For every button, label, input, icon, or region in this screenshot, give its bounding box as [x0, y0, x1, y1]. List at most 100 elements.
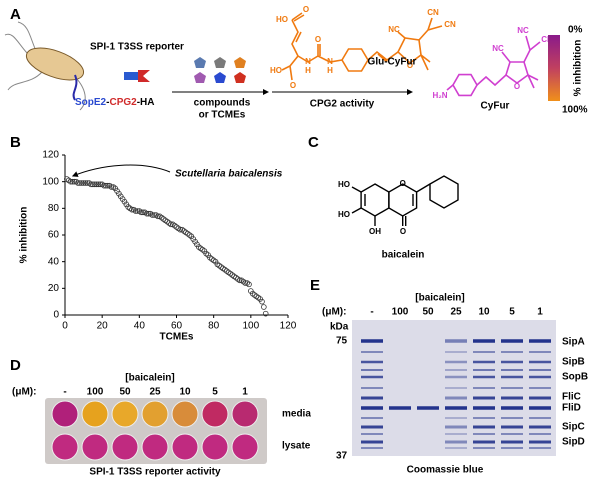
gel-band [445, 433, 467, 435]
caption: Coomassie blue [407, 465, 484, 476]
gel-band [501, 406, 523, 410]
dose-title: [baicalein] [125, 373, 174, 384]
dose-label: 5 [509, 307, 515, 318]
data-point [104, 182, 111, 189]
data-point [246, 281, 252, 288]
atom-label: O [407, 61, 413, 70]
gel-band [473, 396, 495, 400]
x-tick-label: 20 [97, 321, 109, 332]
data-point [90, 181, 96, 188]
data-point [108, 184, 115, 190]
well [111, 400, 139, 428]
bacterium [4, 21, 150, 111]
construct-part: - [106, 97, 109, 108]
band-label: SipA [562, 337, 585, 348]
data-point [138, 209, 144, 216]
data-point [80, 180, 87, 186]
atom-label: HO [270, 66, 282, 75]
well [171, 400, 199, 428]
gel-band [501, 425, 523, 429]
dose-label: 25 [450, 307, 462, 318]
gel-band [473, 351, 495, 353]
atom-label: NC [492, 44, 504, 53]
cyfur-structure [446, 35, 541, 97]
well [81, 433, 109, 461]
well [81, 400, 109, 428]
atom-label: OH [369, 227, 381, 236]
scatter-chart: 0 20 40 60 80 100 120 0 20 40 60 80 100 120 TCMEs % inh… [19, 150, 297, 343]
x-tick-label: 120 [280, 321, 297, 332]
annotation: Scutellaria baicalensis [175, 169, 283, 180]
dose-label: 1 [242, 387, 248, 398]
gel-band [501, 339, 523, 343]
gel-band [445, 447, 467, 449]
atom-label: O [514, 82, 520, 91]
atom-label: HO [276, 15, 288, 24]
data-point [155, 213, 161, 220]
atom-label: O [400, 227, 406, 236]
atom-label: O [290, 81, 296, 90]
y-tick-label: 0 [53, 310, 59, 321]
atom-label: H₂N [432, 91, 447, 100]
reporter-label: SPI-1 T3SS reporter [90, 42, 184, 53]
data-point [77, 180, 83, 186]
caption: SPI-1 T3SS reporter activity [89, 467, 221, 478]
data-point [103, 182, 109, 189]
data-point [82, 180, 89, 186]
kda-label: kDa [330, 322, 349, 333]
atom-label: N [327, 57, 333, 66]
panel-label: C [308, 134, 319, 151]
atom-label: H [327, 66, 333, 75]
gel-band [501, 387, 523, 389]
gel-band [361, 339, 383, 343]
gel-band [361, 440, 383, 444]
data-point [69, 178, 76, 185]
construct-label: SopE2-CPG2-HA [75, 97, 154, 108]
gel-band [361, 396, 383, 400]
x-tick-label: 60 [171, 321, 183, 332]
dose-label: - [63, 387, 66, 398]
dose-label: 25 [149, 387, 161, 398]
panel-label: E [310, 277, 320, 294]
substrate-label: Glu-CyFur [368, 57, 417, 68]
gel-band [473, 425, 495, 429]
gel-band [529, 433, 551, 435]
gel-band [445, 425, 467, 429]
baicalein-structure [351, 175, 459, 226]
data-point [75, 180, 81, 186]
gel-band [389, 406, 411, 410]
data-point [97, 181, 104, 188]
gel-band [361, 375, 383, 379]
dose-label: 10 [179, 387, 191, 398]
atom-label: NC [388, 25, 400, 34]
atom-label: HO [338, 210, 350, 219]
gel-band [361, 360, 383, 364]
gel-band [529, 387, 551, 389]
band-label: SipB [562, 357, 585, 368]
gel-band [501, 360, 523, 364]
gel-band [361, 433, 383, 435]
data-point [134, 208, 141, 214]
panel-label: A [10, 6, 21, 23]
gel-band [361, 417, 383, 419]
well [141, 433, 169, 461]
compounds-label: compounds [194, 98, 251, 109]
data-point [84, 180, 91, 186]
gel-band [361, 369, 383, 371]
gel-band [445, 369, 467, 371]
atom-label: O [303, 5, 309, 14]
scale-top: 0% [568, 25, 583, 36]
data-point [259, 298, 265, 305]
activity-label: CPG2 activity [310, 99, 375, 110]
y-tick-label: 80 [48, 203, 60, 214]
atom-label: CN [427, 8, 439, 17]
dose-label: 10 [478, 307, 490, 318]
gel-band [361, 351, 383, 353]
gel-band [445, 360, 467, 364]
gel-band [445, 396, 467, 400]
data-point [71, 178, 78, 185]
data-point [145, 210, 152, 217]
well [111, 433, 139, 461]
panel-label: B [10, 134, 21, 151]
